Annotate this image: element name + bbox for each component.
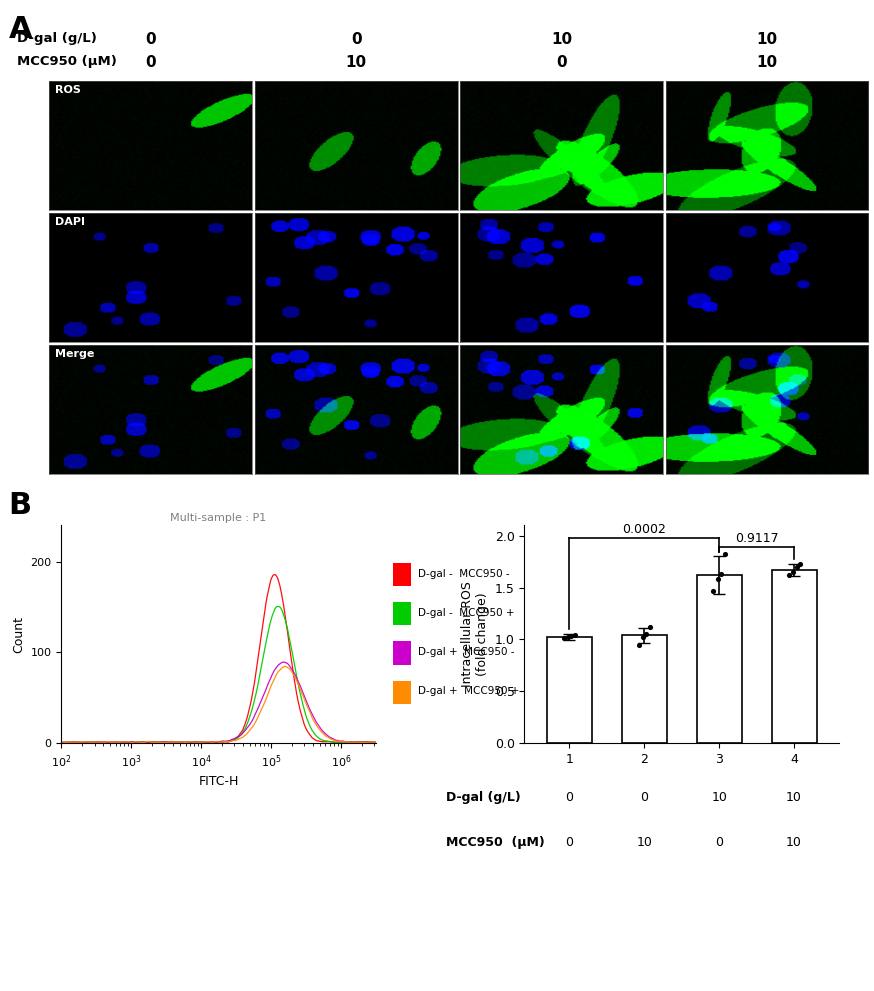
Point bbox=[718, 546, 732, 562]
Bar bbox=[772, 570, 816, 743]
Text: MCC950  (μM): MCC950 (μM) bbox=[446, 835, 545, 849]
X-axis label: FITC-H: FITC-H bbox=[198, 775, 239, 788]
Point bbox=[635, 629, 649, 645]
Point bbox=[642, 619, 656, 635]
FancyBboxPatch shape bbox=[393, 641, 411, 665]
Bar bbox=[697, 575, 742, 743]
Text: 0: 0 bbox=[145, 32, 156, 47]
FancyBboxPatch shape bbox=[393, 681, 411, 704]
Y-axis label: Count: Count bbox=[11, 615, 24, 653]
Text: MCC950 (μM): MCC950 (μM) bbox=[17, 55, 117, 67]
Text: 0.9117: 0.9117 bbox=[735, 532, 779, 545]
Text: 0: 0 bbox=[641, 791, 649, 805]
Text: 0: 0 bbox=[565, 791, 573, 805]
Point bbox=[639, 626, 653, 642]
Point bbox=[557, 630, 571, 646]
Point bbox=[561, 629, 575, 645]
Text: 10: 10 bbox=[786, 791, 802, 805]
Point bbox=[790, 559, 804, 575]
Text: 0: 0 bbox=[556, 55, 567, 69]
Text: D-gal (g/L): D-gal (g/L) bbox=[446, 791, 521, 805]
Bar bbox=[547, 637, 592, 743]
Text: 0: 0 bbox=[145, 55, 156, 69]
Y-axis label: Intracellular ROS
(fold change): Intracellular ROS (fold change) bbox=[461, 582, 489, 687]
Text: Merge: Merge bbox=[55, 349, 95, 359]
Text: D-gal -  MCC950 +: D-gal - MCC950 + bbox=[418, 607, 514, 617]
Text: 10: 10 bbox=[786, 835, 802, 849]
Point bbox=[793, 556, 807, 572]
Text: 10: 10 bbox=[711, 791, 727, 805]
Text: 10: 10 bbox=[756, 55, 778, 69]
Title: Multi-sample : P1: Multi-sample : P1 bbox=[170, 513, 267, 523]
Text: 0: 0 bbox=[715, 835, 723, 849]
Text: D-gal -  MCC950 -: D-gal - MCC950 - bbox=[418, 569, 510, 579]
Point bbox=[787, 564, 801, 580]
Point bbox=[782, 567, 796, 583]
Text: D-gal (g/L): D-gal (g/L) bbox=[17, 32, 97, 45]
Text: 0.0002: 0.0002 bbox=[622, 522, 666, 535]
Text: 10: 10 bbox=[345, 55, 367, 69]
Bar bbox=[621, 635, 667, 743]
Point bbox=[706, 583, 720, 599]
Text: DAPI: DAPI bbox=[55, 217, 86, 227]
Point bbox=[711, 571, 725, 587]
Text: D-gal +  MCC950 +: D-gal + MCC950 + bbox=[418, 687, 519, 697]
Text: A: A bbox=[9, 15, 32, 44]
Point bbox=[564, 628, 578, 644]
Point bbox=[567, 627, 581, 643]
Text: D-gal +  MCC950 -: D-gal + MCC950 - bbox=[418, 647, 514, 657]
Text: B: B bbox=[9, 491, 31, 519]
Text: 10: 10 bbox=[551, 32, 572, 47]
Text: 0: 0 bbox=[350, 32, 362, 47]
Point bbox=[632, 636, 646, 652]
FancyBboxPatch shape bbox=[393, 563, 411, 586]
FancyBboxPatch shape bbox=[393, 603, 411, 625]
Text: 10: 10 bbox=[756, 32, 778, 47]
Point bbox=[714, 566, 728, 582]
Text: 0: 0 bbox=[565, 835, 573, 849]
Text: ROS: ROS bbox=[55, 84, 81, 95]
Text: 10: 10 bbox=[636, 835, 652, 849]
